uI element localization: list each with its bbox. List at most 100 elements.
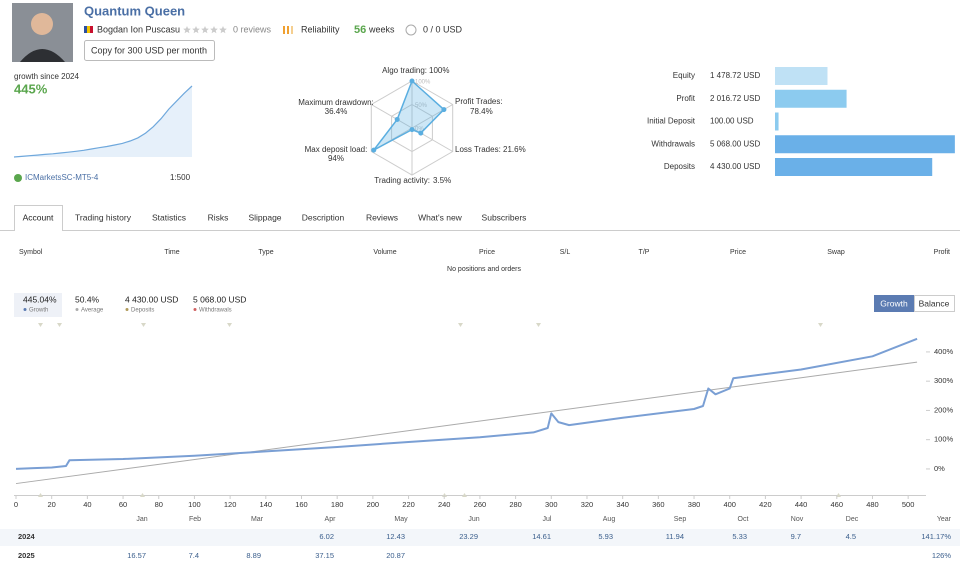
month-header: Nov: [791, 516, 804, 523]
event-markers: [38, 323, 841, 497]
view-button-label[interactable]: Growth: [880, 298, 908, 308]
column-header: Profit: [934, 249, 950, 256]
radar-axis-name: Trading activity:: [374, 176, 430, 185]
x-tick-label: 240: [438, 500, 451, 509]
x-tick-label: 300: [545, 500, 558, 509]
y-tick-label: 100%: [934, 435, 954, 444]
tab[interactable]: Account: [23, 212, 54, 222]
stat-label[interactable]: Average: [81, 308, 104, 314]
bar-value-label: 4 430.00 USD: [710, 162, 760, 171]
broker[interactable]: ICMarketsSC-MT5-4: [25, 173, 99, 182]
weeks-label: weeks: [368, 24, 395, 34]
x-tick-label: 20: [48, 500, 56, 509]
flag: [90, 26, 93, 33]
radar-axis-name: Loss Trades:: [455, 145, 501, 154]
tab[interactable]: Slippage: [248, 212, 281, 222]
stat-active-bg: [14, 293, 62, 317]
stat-value[interactable]: 50.4%: [75, 294, 100, 304]
month-header: Year: [937, 516, 952, 523]
reliability: Reliability: [301, 24, 340, 34]
x-tick-label: 0: [14, 500, 18, 509]
year-total: 126%: [932, 551, 952, 560]
tab[interactable]: Trading history: [75, 212, 132, 222]
radar-axis-value: 94%: [328, 154, 344, 163]
column-header: Type: [258, 249, 273, 256]
month-header: Apr: [325, 516, 337, 523]
bar-label: Equity: [673, 71, 695, 80]
stat-label[interactable]: Withdrawals: [199, 308, 232, 314]
x-tick-label: 280: [509, 500, 522, 509]
bar: [775, 158, 933, 176]
x-tick-label: 260: [474, 500, 487, 509]
star: [210, 26, 218, 34]
x-tick-label: 160: [295, 500, 308, 509]
x-tick-label: 340: [616, 500, 629, 509]
month-value: 11.94: [666, 532, 684, 541]
sparkline-area: [14, 86, 192, 157]
y-tick-label: 200%: [934, 405, 954, 414]
stat-value[interactable]: 4 430.00 USD: [125, 294, 178, 304]
x-tick-label: 320: [581, 500, 594, 509]
copy-button-label[interactable]: Copy for 300 USD per month: [91, 45, 207, 55]
x-tick-label: 120: [224, 500, 237, 509]
view-button[interactable]: [914, 295, 955, 312]
tab[interactable]: Statistics: [152, 212, 186, 222]
radar-axis-value: 21.6%: [503, 145, 526, 154]
positions-empty: No positions and orders: [447, 266, 521, 273]
x-tick-label: 440: [795, 500, 808, 509]
growth-line: [15, 337, 918, 470]
bar-label: Withdrawals: [651, 139, 695, 148]
month-value: 23.29: [459, 532, 478, 541]
month-header: Oct: [738, 516, 749, 523]
radar-axis-value: 100%: [429, 66, 449, 75]
star: [201, 26, 209, 34]
flag: [87, 26, 90, 33]
view-button-label[interactable]: Balance: [919, 298, 950, 308]
month-value: 5.33: [732, 532, 747, 541]
row-year: 2025: [18, 551, 35, 560]
radar-axis-name: Algo trading:: [382, 66, 427, 75]
x-tick-label: 80: [155, 500, 163, 509]
radar-tick-label: 100%: [415, 80, 431, 86]
bar-value-label: 100.00 USD: [710, 117, 754, 126]
avatar-body: [20, 49, 65, 62]
radar-axis-name: Profit Trades:: [455, 97, 503, 106]
tab[interactable]: Reviews: [366, 212, 398, 222]
reliability-icon: [283, 26, 293, 34]
bar-value-label: 5 068.00 USD: [710, 139, 760, 148]
month-value: 20.87: [386, 551, 405, 560]
stat-value[interactable]: 5 068.00 USD: [193, 294, 246, 304]
y-tick-label: 0%: [934, 464, 945, 473]
tab[interactable]: What's new: [418, 212, 463, 222]
column-header: S/L: [560, 249, 571, 256]
radar-axis-value: 3.5%: [433, 176, 451, 185]
tab[interactable]: Description: [302, 212, 345, 222]
growth-label: growth since 2024: [14, 72, 79, 81]
radar-point: [418, 130, 424, 136]
avatar-face: [31, 13, 53, 35]
month-value: 12.43: [386, 532, 405, 541]
star: [192, 26, 200, 34]
stat-label[interactable]: Growth: [29, 308, 48, 314]
bar: [775, 112, 779, 131]
month-header: Jan: [136, 516, 147, 523]
copy-button[interactable]: [84, 40, 215, 61]
tab[interactable]: Subscribers: [482, 212, 527, 222]
column-header: Price: [730, 249, 746, 256]
tab[interactable]: Risks: [208, 212, 229, 222]
x-tick-label: 220: [402, 500, 415, 509]
month-value: 8.89: [246, 551, 261, 560]
x-tick-label: 200: [367, 500, 380, 509]
leverage: 1:500: [170, 173, 191, 182]
month-value: 7.4: [189, 551, 199, 560]
x-tick-label: 500: [902, 500, 915, 509]
radar-axis-name: Maximum drawdown:: [298, 98, 374, 107]
title: Quantum Queen: [84, 3, 185, 18]
x-tick-label: 180: [331, 500, 344, 509]
x-tick-label: 480: [866, 500, 879, 509]
stat-value[interactable]: 445.04%: [23, 294, 57, 304]
bar-label: Initial Deposit: [647, 117, 696, 126]
month-value: 14.61: [532, 532, 551, 541]
y-tick-label: 300%: [934, 376, 954, 385]
stat-label[interactable]: Deposits: [131, 308, 154, 314]
